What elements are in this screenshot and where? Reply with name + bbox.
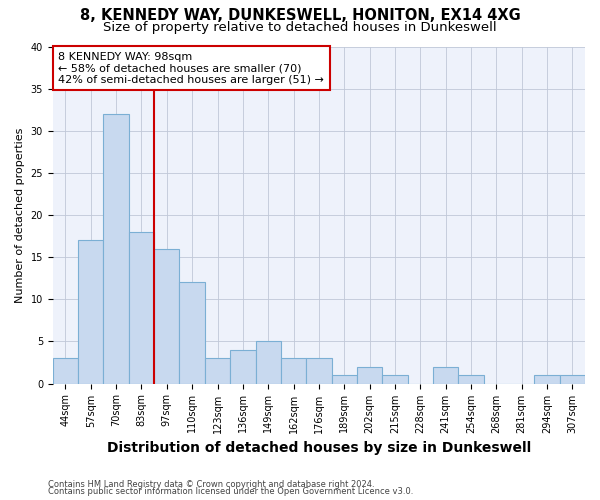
Bar xyxy=(103,114,129,384)
Bar xyxy=(382,375,407,384)
Bar xyxy=(281,358,306,384)
Bar xyxy=(306,358,332,384)
Text: Contains public sector information licensed under the Open Government Licence v3: Contains public sector information licen… xyxy=(48,487,413,496)
Bar xyxy=(78,240,103,384)
Bar xyxy=(205,358,230,384)
Bar xyxy=(560,375,585,384)
Bar xyxy=(256,342,281,384)
Y-axis label: Number of detached properties: Number of detached properties xyxy=(15,128,25,302)
Bar xyxy=(179,282,205,384)
Bar xyxy=(357,366,382,384)
Bar xyxy=(154,248,179,384)
X-axis label: Distribution of detached houses by size in Dunkeswell: Distribution of detached houses by size … xyxy=(107,441,531,455)
Bar xyxy=(129,232,154,384)
Bar xyxy=(53,358,78,384)
Text: Contains HM Land Registry data © Crown copyright and database right 2024.: Contains HM Land Registry data © Crown c… xyxy=(48,480,374,489)
Text: 8 KENNEDY WAY: 98sqm
← 58% of detached houses are smaller (70)
42% of semi-detac: 8 KENNEDY WAY: 98sqm ← 58% of detached h… xyxy=(58,52,324,85)
Bar xyxy=(332,375,357,384)
Bar xyxy=(535,375,560,384)
Bar xyxy=(230,350,256,384)
Bar xyxy=(458,375,484,384)
Text: Size of property relative to detached houses in Dunkeswell: Size of property relative to detached ho… xyxy=(103,21,497,34)
Text: 8, KENNEDY WAY, DUNKESWELL, HONITON, EX14 4XG: 8, KENNEDY WAY, DUNKESWELL, HONITON, EX1… xyxy=(80,8,520,22)
Bar xyxy=(433,366,458,384)
